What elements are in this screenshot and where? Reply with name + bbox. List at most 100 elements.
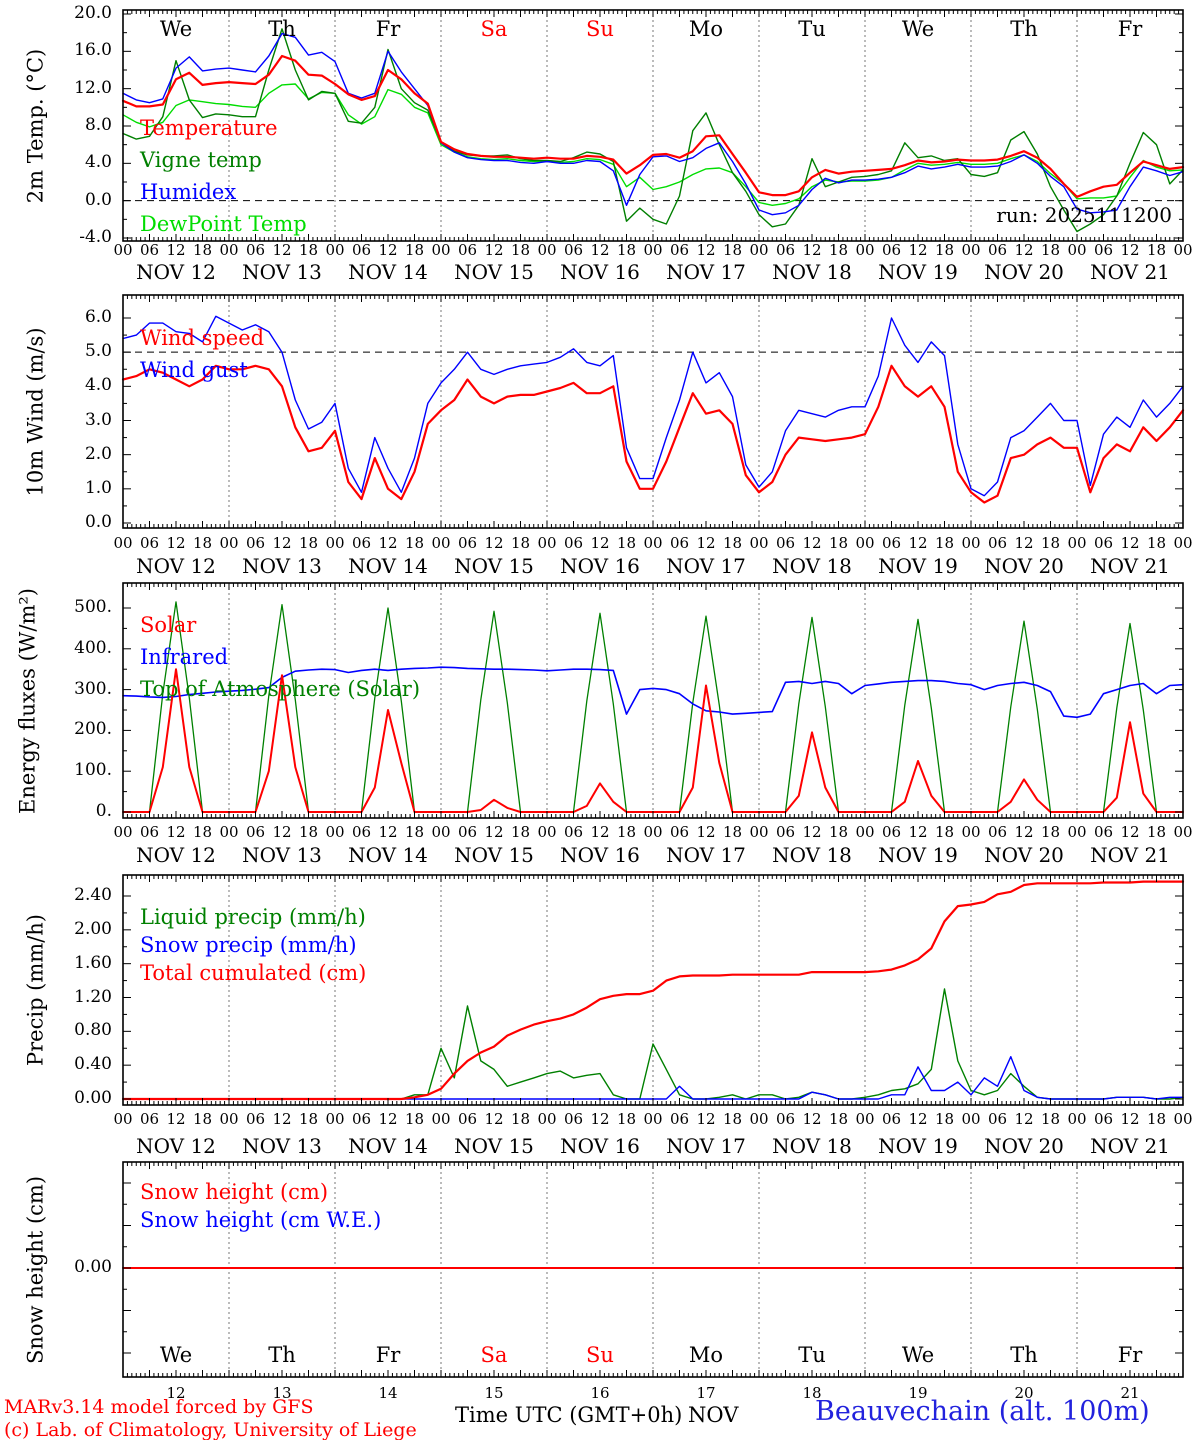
hour-label: 12 — [272, 823, 292, 841]
legend-precip-2: Total cumulated (cm) — [140, 961, 367, 985]
hour-label: 06 — [669, 1110, 690, 1128]
hour-label: 18 — [934, 1110, 955, 1128]
hour-label: 00 — [961, 1110, 981, 1128]
hour-label: 18 — [298, 1110, 319, 1128]
hour-label: 12 — [484, 823, 504, 841]
hour-label: 12 — [1120, 1110, 1140, 1128]
day-name-bottom: Tu — [798, 1343, 826, 1367]
day-name-bottom: Fr — [375, 1343, 401, 1367]
hour-label: 06 — [881, 241, 902, 259]
hour-label: 12 — [378, 534, 398, 552]
legend-wind-0: Wind speed — [140, 326, 265, 350]
month-day-label: NOV 20 — [984, 843, 1064, 867]
panel-snow — [122, 1161, 1184, 1378]
hour-label: 06 — [563, 823, 584, 841]
hour-label: 00 — [855, 1110, 875, 1128]
hour-label: 18 — [616, 534, 637, 552]
hour-label: 18 — [510, 823, 531, 841]
y-tick-label-precip: 2.40 — [74, 885, 112, 905]
hour-label: 12 — [1120, 823, 1140, 841]
hour-label: 18 — [616, 823, 637, 841]
hour-label: 12 — [590, 823, 610, 841]
month-day-label: NOV 19 — [878, 260, 958, 284]
y-tick-label-snow: 0.00 — [74, 1257, 112, 1277]
hour-label: 18 — [192, 534, 213, 552]
hour-label: 06 — [669, 241, 690, 259]
month-day-label: NOV 21 — [1090, 554, 1170, 578]
y-tick-label-temp: 8.0 — [84, 115, 112, 135]
time-axis-label: Time UTC (GMT+0h) — [455, 1403, 683, 1427]
hour-label: 00 — [961, 241, 981, 259]
hour-label: 18 — [404, 1110, 425, 1128]
hour-label: 06 — [669, 534, 690, 552]
hour-label: 00 — [325, 1110, 345, 1128]
hour-label: 12 — [1014, 823, 1034, 841]
hour-label: 12 — [272, 1110, 292, 1128]
hour-label: 12 — [590, 1110, 610, 1128]
hour-label: 00 — [749, 823, 769, 841]
hour-label: 12 — [696, 823, 716, 841]
y-axis-title-snow: Snow height (cm) — [23, 1175, 48, 1364]
month-day-label: NOV 12 — [136, 1134, 216, 1158]
hour-label: 06 — [775, 241, 796, 259]
hour-label: 00 — [219, 241, 239, 259]
hour-label: 06 — [1093, 1110, 1114, 1128]
hour-label: 06 — [245, 241, 266, 259]
day-name-top: Th — [268, 17, 296, 41]
month-axis-label: NOV — [688, 1403, 739, 1427]
hour-label: 12 — [1120, 241, 1140, 259]
month-day-label: NOV 15 — [454, 260, 534, 284]
hour-label: 18 — [616, 241, 637, 259]
hour-label: 00 — [1067, 534, 1087, 552]
day-number: 17 — [696, 1384, 716, 1402]
hour-label: 12 — [908, 241, 928, 259]
y-tick-label-wind: 1.0 — [84, 477, 112, 498]
day-number: 14 — [378, 1384, 398, 1402]
month-day-label: NOV 12 — [136, 843, 216, 867]
hour-label: 06 — [987, 534, 1008, 552]
hour-label: 12 — [590, 534, 610, 552]
day-number: 12 — [166, 1384, 186, 1402]
month-day-label: NOV 12 — [136, 260, 216, 284]
hour-label: 00 — [325, 534, 345, 552]
month-day-label: NOV 16 — [560, 260, 640, 284]
hour-label: 06 — [669, 823, 690, 841]
month-day-label: NOV 18 — [772, 260, 852, 284]
hour-label: 00 — [643, 241, 663, 259]
month-day-label: NOV 15 — [454, 1134, 534, 1158]
y-tick-label-precip: 2.00 — [74, 918, 112, 939]
hour-label: 00 — [855, 534, 875, 552]
day-name-top: Fr — [1117, 17, 1143, 41]
footer-model-line1: MARv3.14 model forced by GFS — [4, 1396, 314, 1418]
month-day-label: NOV 16 — [560, 554, 640, 578]
hour-label: 00 — [219, 823, 239, 841]
hour-label: 00 — [1173, 1110, 1193, 1128]
hour-label: 18 — [1146, 1110, 1167, 1128]
y-tick-label-wind: 3.0 — [84, 409, 112, 430]
hour-label: 12 — [802, 1110, 822, 1128]
hour-label: 18 — [1040, 1110, 1061, 1128]
hour-label: 00 — [961, 823, 981, 841]
hour-label: 06 — [1093, 534, 1114, 552]
hour-label: 06 — [351, 1110, 372, 1128]
legend-temp-1: Vigne temp — [140, 148, 262, 172]
hour-label: 06 — [881, 823, 902, 841]
hour-label: 12 — [378, 241, 398, 259]
hour-label: 00 — [855, 823, 875, 841]
hour-label: 12 — [590, 241, 610, 259]
y-tick-label-precip: 0.80 — [74, 1020, 112, 1041]
hour-label: 06 — [139, 1110, 160, 1128]
hour-label: 06 — [987, 241, 1008, 259]
hour-label: 18 — [722, 241, 743, 259]
hour-label: 12 — [908, 823, 928, 841]
day-name-bottom: Th — [1010, 1343, 1038, 1367]
hour-label: 00 — [325, 823, 345, 841]
legend-precip-0: Liquid precip (mm/h) — [140, 905, 366, 929]
day-name-top: We — [159, 17, 193, 41]
hour-label: 06 — [881, 1110, 902, 1128]
hour-label: 06 — [1093, 241, 1114, 259]
y-tick-label-temp: -4.0 — [79, 227, 112, 247]
y-tick-label-wind: 2.0 — [84, 443, 112, 464]
hour-label: 00 — [749, 241, 769, 259]
